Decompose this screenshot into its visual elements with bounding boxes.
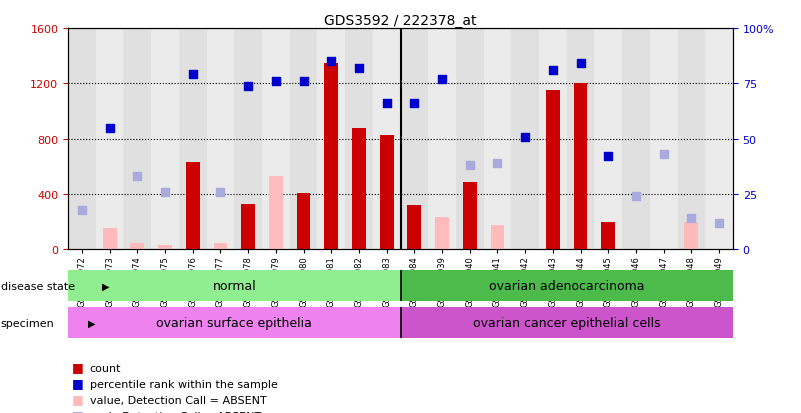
Text: percentile rank within the sample: percentile rank within the sample xyxy=(90,379,278,389)
Bar xyxy=(574,84,587,250)
Bar xyxy=(546,91,560,250)
Bar xyxy=(684,223,698,250)
Bar xyxy=(511,29,539,250)
Text: ■: ■ xyxy=(72,376,84,389)
Point xyxy=(519,134,532,140)
Bar xyxy=(435,217,449,250)
Bar xyxy=(96,29,123,250)
Bar xyxy=(678,29,705,250)
Point xyxy=(380,101,393,107)
Bar xyxy=(207,29,235,250)
Bar xyxy=(380,135,393,250)
Point xyxy=(574,61,587,68)
Text: value, Detection Call = ABSENT: value, Detection Call = ABSENT xyxy=(90,395,267,405)
Text: ■: ■ xyxy=(72,361,84,373)
Bar xyxy=(400,308,733,339)
Bar xyxy=(296,193,311,250)
Point xyxy=(75,207,88,214)
Bar xyxy=(484,29,511,250)
Bar xyxy=(186,163,199,250)
Point xyxy=(713,220,726,227)
Bar xyxy=(68,271,400,301)
Point xyxy=(131,173,143,180)
Bar xyxy=(567,29,594,250)
Bar xyxy=(594,29,622,250)
Bar xyxy=(372,29,400,250)
Text: ▶: ▶ xyxy=(87,318,95,328)
Point xyxy=(187,72,199,78)
Bar xyxy=(490,225,505,250)
Bar xyxy=(131,243,144,250)
Point xyxy=(242,83,255,90)
Point xyxy=(658,152,670,158)
Bar xyxy=(241,204,255,250)
Bar xyxy=(324,64,338,250)
Point xyxy=(269,78,282,85)
Point xyxy=(685,216,698,222)
Text: count: count xyxy=(90,363,121,373)
Point xyxy=(408,101,421,107)
Bar xyxy=(151,29,179,250)
Text: ovarian adenocarcinoma: ovarian adenocarcinoma xyxy=(489,280,645,292)
Bar xyxy=(262,29,290,250)
Bar xyxy=(705,29,733,250)
Text: ▶: ▶ xyxy=(102,281,110,291)
Bar xyxy=(456,29,484,250)
Bar xyxy=(290,29,317,250)
Point xyxy=(214,189,227,196)
Point xyxy=(159,189,171,196)
Title: GDS3592 / 222378_at: GDS3592 / 222378_at xyxy=(324,14,477,28)
Point xyxy=(491,160,504,167)
Text: ■: ■ xyxy=(72,408,84,413)
Point xyxy=(103,125,116,132)
Text: ■: ■ xyxy=(72,392,84,405)
Bar xyxy=(317,29,345,250)
Text: normal: normal xyxy=(212,280,256,292)
Bar xyxy=(400,271,733,301)
Text: disease state: disease state xyxy=(1,281,75,291)
Point xyxy=(436,76,449,83)
Bar xyxy=(123,29,151,250)
Bar xyxy=(650,29,678,250)
Point xyxy=(546,68,559,74)
Bar xyxy=(345,29,372,250)
Text: ovarian cancer epithelial cells: ovarian cancer epithelial cells xyxy=(473,317,661,330)
Bar xyxy=(158,246,172,250)
Bar xyxy=(352,128,366,250)
Bar xyxy=(269,177,283,250)
Bar xyxy=(463,182,477,250)
Bar xyxy=(103,228,117,250)
Bar xyxy=(235,29,262,250)
Point xyxy=(325,59,338,65)
Bar xyxy=(622,29,650,250)
Point xyxy=(297,78,310,85)
Text: rank, Detection Call = ABSENT: rank, Detection Call = ABSENT xyxy=(90,411,261,413)
Point xyxy=(602,154,614,160)
Point xyxy=(352,65,365,72)
Bar xyxy=(179,29,207,250)
Bar xyxy=(400,29,429,250)
Bar xyxy=(68,308,400,339)
Point xyxy=(630,194,642,200)
Bar xyxy=(68,29,96,250)
Text: ovarian surface epithelia: ovarian surface epithelia xyxy=(156,317,312,330)
Point xyxy=(463,163,476,169)
Bar xyxy=(429,29,456,250)
Bar xyxy=(539,29,567,250)
Text: specimen: specimen xyxy=(1,318,54,328)
Bar xyxy=(214,243,227,250)
Bar xyxy=(408,206,421,250)
Bar xyxy=(602,222,615,250)
